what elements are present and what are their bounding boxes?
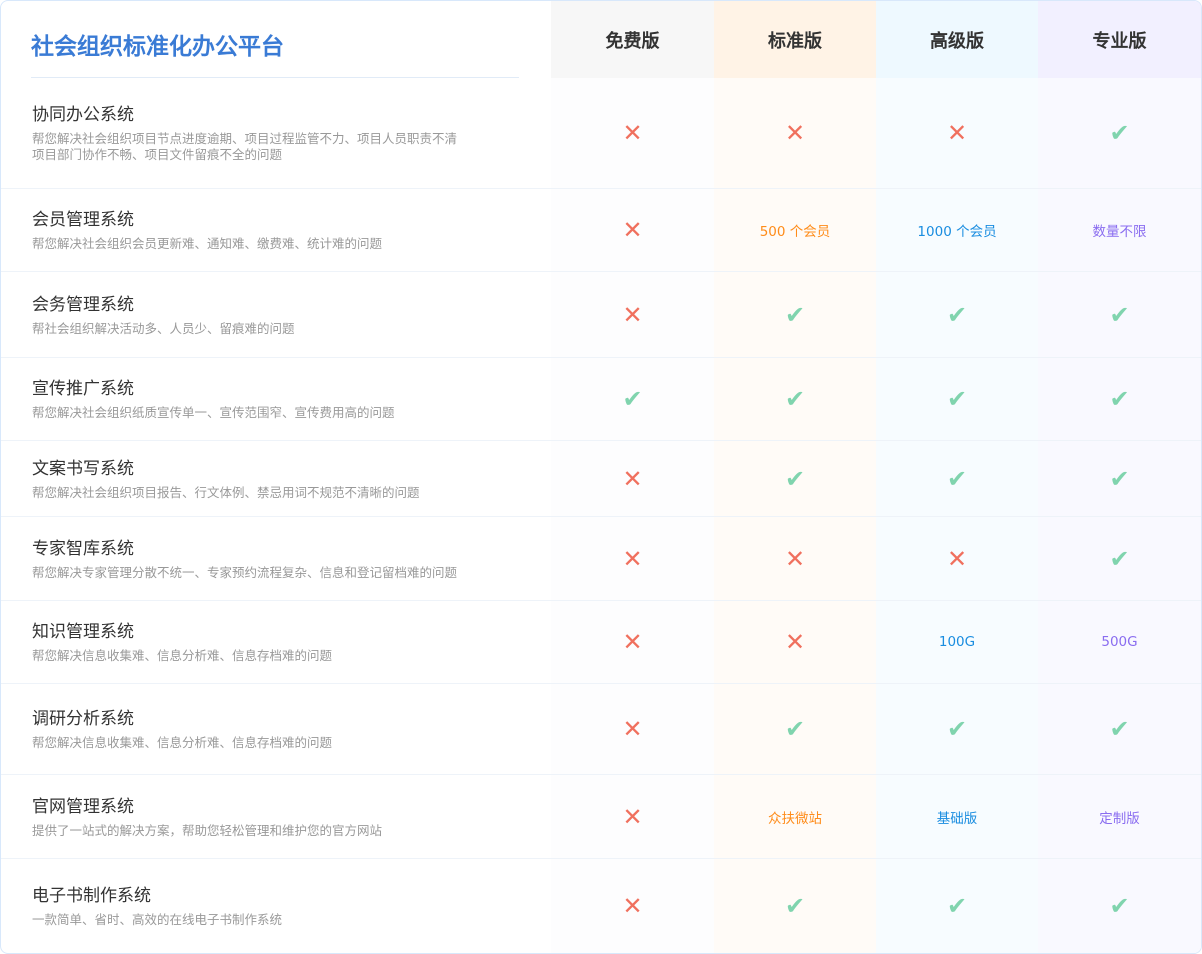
- feature-name: 调研分析系统: [32, 709, 134, 729]
- table-row: 会员管理系统 帮您解决社会组织会员更新难、通知难、缴费难、统计难的问题 ✕ 500 …: [1, 188, 1201, 271]
- feature-name: 会员管理系统: [32, 210, 134, 230]
- cross-icon: ✕: [622, 216, 643, 244]
- table-row: 协同办公系统 帮您解决社会组织项目节点进度逾期、项目过程监管不力、项目人员职责不…: [1, 78, 1201, 188]
- check-icon: ✔: [784, 385, 806, 413]
- check-icon: ✔: [1109, 544, 1130, 573]
- check-icon: ✔: [946, 715, 968, 743]
- cross-icon: ✕: [622, 628, 643, 656]
- pro-column: [1038, 1, 1201, 953]
- feature-name: 官网管理系统: [32, 796, 134, 817]
- pro-plan-value: 500G: [1101, 634, 1138, 650]
- table-row: 专家智库系统 帮您解决专家管理分散不统一、专家预约流程复杂、信息和登记留档难的问…: [1, 516, 1201, 600]
- check-icon: ✔: [946, 385, 968, 413]
- check-icon: ✔: [946, 300, 968, 329]
- check-icon: ✔: [622, 385, 643, 413]
- feature-description: 一款简单、省时、高效的在线电子书制作系统: [32, 912, 283, 927]
- feature-description: 帮您解决社会组织项目报告、行文体例、禁忌用词不规范不清晰的问题: [32, 484, 420, 500]
- cross-icon: ✕: [784, 544, 806, 573]
- feature-description: 提供了一站式的解决方案，帮助您轻松管理和维护您的官方网站: [32, 822, 383, 838]
- check-icon: ✔: [1109, 715, 1130, 743]
- check-icon: ✔: [1109, 300, 1130, 329]
- check-icon: ✔: [1109, 385, 1130, 413]
- advanced-plan-value: 基础版: [936, 810, 978, 827]
- feature-label: 宣传推广系统 帮您解决社会组织纸质宣传单一、宣传范围窄、宣传费用高的问题: [32, 377, 542, 421]
- feature-label: 协同办公系统 帮您解决社会组织项目节点进度逾期、项目过程监管不力、项目人员职责不…: [32, 103, 542, 163]
- advanced-plan-value: 1000 个会员: [917, 224, 997, 240]
- table-row: 文案书写系统 帮您解决社会组织项目报告、行文体例、禁忌用词不规范不清晰的问题 ✕ ✔…: [1, 440, 1201, 516]
- check-icon: ✔: [1109, 464, 1130, 493]
- cross-icon: ✕: [622, 715, 643, 743]
- cross-icon: ✕: [784, 119, 806, 147]
- cross-icon: ✕: [622, 119, 643, 147]
- feature-name: 知识管理系统: [32, 622, 134, 642]
- check-icon: ✔: [1109, 892, 1130, 920]
- cross-icon: ✕: [946, 544, 968, 573]
- feature-label: 文案书写系统 帮您解决社会组织项目报告、行文体例、禁忌用词不规范不清晰的问题: [32, 457, 542, 501]
- plan-header-pro: 专业版: [1038, 1, 1201, 78]
- feature-description: 帮您解决信息收集难、信息分析难、信息存档难的问题: [32, 735, 333, 750]
- table-row: 官网管理系统 提供了一站式的解决方案，帮助您轻松管理和维护您的官方网站 ✕ 众扶微站…: [1, 774, 1201, 858]
- pro-plan-value: 定制版: [1099, 810, 1140, 827]
- cross-icon: ✕: [946, 119, 968, 147]
- title-divider: [31, 77, 519, 78]
- cross-icon: ✕: [622, 464, 643, 493]
- cross-icon: ✕: [622, 802, 643, 831]
- feature-label: 知识管理系统 帮您解决信息收集难、信息分析难、信息存档难的问题: [32, 620, 542, 664]
- feature-name: 电子书制作系统: [32, 886, 151, 906]
- check-icon: ✔: [1109, 119, 1130, 147]
- free-column: [551, 1, 714, 953]
- standard-column: [714, 1, 876, 953]
- feature-name: 文案书写系统: [32, 458, 134, 479]
- check-icon: ✔: [784, 300, 806, 329]
- feature-name: 协同办公系统: [32, 105, 134, 125]
- table-row: 电子书制作系统 一款简单、省时、高效的在线电子书制作系统 ✕ ✔ ✔ ✔: [1, 858, 1201, 953]
- table-row: 会务管理系统 帮社会组织解决活动多、人员少、留痕难的问题 ✕ ✔ ✔ ✔: [1, 271, 1201, 357]
- cross-icon: ✕: [622, 892, 643, 920]
- feature-name: 专家智库系统: [32, 538, 134, 559]
- plan-header-standard: 标准版: [714, 1, 876, 78]
- feature-name: 宣传推广系统: [32, 379, 134, 399]
- feature-description: 帮您解决社会组织项目节点进度逾期、项目过程监管不力、项目人员职责不清 项目部门协…: [32, 131, 458, 162]
- feature-description: 帮社会组织解决活动多、人员少、留痕难的问题: [32, 320, 295, 336]
- check-icon: ✔: [784, 464, 806, 493]
- feature-description: 帮您解决信息收集难、信息分析难、信息存档难的问题: [32, 648, 333, 663]
- cross-icon: ✕: [622, 300, 643, 329]
- check-icon: ✔: [784, 892, 806, 920]
- standard-plan-value: 500 个会员: [759, 224, 831, 240]
- feature-label: 会员管理系统 帮您解决社会组织会员更新难、通知难、缴费难、统计难的问题: [32, 208, 542, 252]
- check-icon: ✔: [784, 715, 806, 743]
- standard-plan-value: 众扶微站: [768, 810, 822, 827]
- pro-plan-value: 数量不限: [1092, 224, 1147, 240]
- feature-label: 官网管理系统 提供了一站式的解决方案，帮助您轻松管理和维护您的官方网站: [32, 795, 542, 839]
- advanced-plan-value: 100G: [938, 634, 976, 650]
- feature-label: 专家智库系统 帮您解决专家管理分散不统一、专家预约流程复杂、信息和登记留档难的问…: [32, 537, 542, 581]
- feature-description: 帮您解决社会组织会员更新难、通知难、缴费难、统计难的问题: [32, 236, 383, 251]
- cross-icon: ✕: [622, 544, 643, 573]
- feature-name: 会务管理系统: [32, 294, 134, 315]
- table-row: 知识管理系统 帮您解决信息收集难、信息分析难、信息存档难的问题 ✕ ✕ 100G 500…: [1, 600, 1201, 683]
- cross-icon: ✕: [784, 628, 806, 656]
- feature-description: 帮您解决社会组织纸质宣传单一、宣传范围窄、宣传费用高的问题: [32, 405, 395, 420]
- feature-label: 调研分析系统 帮您解决信息收集难、信息分析难、信息存档难的问题: [32, 707, 542, 751]
- table-row: 宣传推广系统 帮您解决社会组织纸质宣传单一、宣传范围窄、宣传费用高的问题 ✔ ✔ ✔ ✔: [1, 357, 1201, 440]
- plan-header-free: 免费版: [551, 1, 714, 78]
- feature-label: 电子书制作系统 一款简单、省时、高效的在线电子书制作系统: [32, 884, 542, 928]
- advanced-column: [876, 1, 1038, 953]
- feature-label: 会务管理系统 帮社会组织解决活动多、人员少、留痕难的问题: [32, 293, 542, 337]
- plan-header-advanced: 高级版: [876, 1, 1038, 78]
- feature-description: 帮您解决专家管理分散不统一、专家预约流程复杂、信息和登记留档难的问题: [32, 564, 458, 580]
- check-icon: ✔: [946, 892, 968, 920]
- check-icon: ✔: [946, 464, 968, 493]
- table-row: 调研分析系统 帮您解决信息收集难、信息分析难、信息存档难的问题 ✕ ✔ ✔ ✔: [1, 683, 1201, 774]
- page-title: 社会组织标准化办公平台: [31, 34, 284, 60]
